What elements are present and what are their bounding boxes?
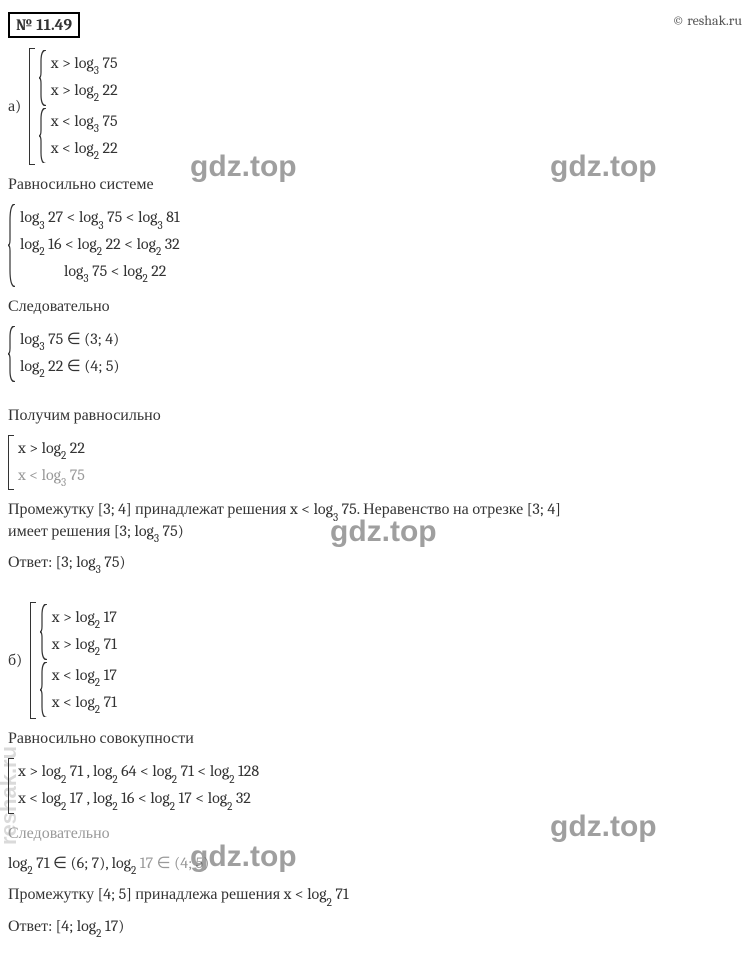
ineq-row: x < log2 71 <box>52 691 117 716</box>
ineq-row: x > log2 17 <box>52 606 117 631</box>
ineq-row: x < log3 75 <box>18 464 85 489</box>
ineq-row: x < log2 17 , log2 16 < log2 17 < log2 3… <box>18 787 259 812</box>
get-equiv-text: Получим равносильно <box>8 406 742 425</box>
part-a: а) x > log3 75 x > log2 22 x < log3 75 x… <box>8 48 742 165</box>
answer-b: Ответ: [4; log2 17) <box>8 917 742 938</box>
ineq-row: log3 75 < log2 22 <box>20 260 180 285</box>
ineq-row: x < log2 22 <box>51 137 118 162</box>
ineq-row: x > log2 71 <box>52 633 117 658</box>
range-row: log2 22 ∈ (4; 5) <box>20 355 120 380</box>
ineq-row: x < log3 75 <box>51 110 118 135</box>
equiv-system-text: Равносильно системе <box>8 175 742 194</box>
ineq-row: x > log2 71 , log2 64 < log2 71 < log2 1… <box>18 760 259 785</box>
interval-text-b: Промежутку [4; 5] принадлежа решения x <… <box>8 885 742 906</box>
part-a-label: а) <box>8 97 21 116</box>
part-b: б) x > log2 17 x > log2 71 x < log2 17 x… <box>8 602 742 719</box>
part-b-label: б) <box>8 651 22 670</box>
ineq-row: x > log3 75 <box>51 52 118 77</box>
therefore-text-b: Следовательно <box>8 824 742 843</box>
range-row: log3 75 ∈ (3; 4) <box>20 328 120 353</box>
range-line-b: log2 71 ∈ (6; 7), log2 17 ∈ (4; 5) <box>8 853 742 875</box>
ineq-row: x > log2 22 <box>18 437 85 462</box>
ineq-row: log3 27 < log3 75 < log3 81 <box>20 206 180 231</box>
ineq-row: x > log2 22 <box>51 79 118 104</box>
answer-a: Ответ: [3; log3 75) <box>8 553 742 574</box>
ineq-row: log2 16 < log2 22 < log2 32 <box>20 233 180 258</box>
copyright-text: © reshak.ru <box>672 12 742 29</box>
ineq-row: x < log2 17 <box>52 664 117 689</box>
interval-text: Промежутку [3; 4] принадлежат решения x … <box>8 500 742 542</box>
therefore-text: Следовательно <box>8 297 742 316</box>
problem-number: № 11.49 <box>8 12 80 38</box>
equiv-union-text: Равносильно совокупности <box>8 729 742 748</box>
